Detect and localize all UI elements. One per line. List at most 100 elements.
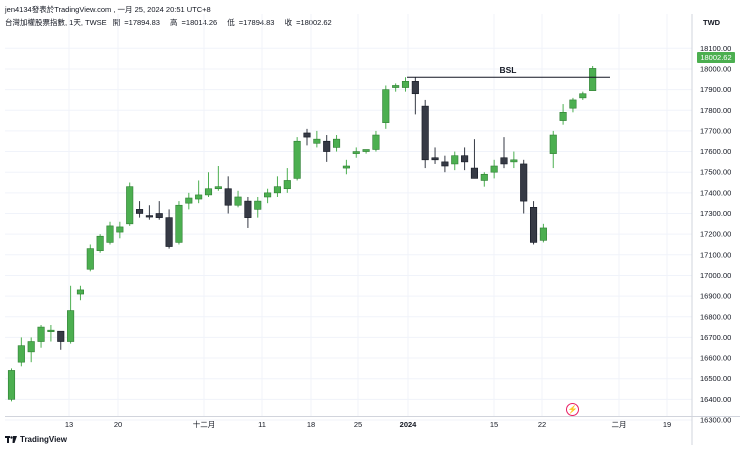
candle-body bbox=[195, 194, 203, 200]
tradingview-logo-icon bbox=[5, 436, 17, 443]
y-tick-label: 16500.00 bbox=[700, 374, 731, 383]
candle-body bbox=[500, 157, 508, 165]
candle-body bbox=[293, 140, 301, 179]
close-label: 收 bbox=[284, 18, 293, 27]
high-number: =18014.26 bbox=[181, 18, 218, 27]
candle-body bbox=[37, 326, 45, 342]
x-tick-label: 十二月 bbox=[193, 419, 216, 429]
lightning-icon[interactable]: ⚡ bbox=[566, 403, 579, 416]
x-tick-label: 18 bbox=[307, 420, 315, 429]
candle-body bbox=[145, 215, 153, 218]
x-tick-label: 13 bbox=[65, 420, 73, 429]
candle-body bbox=[539, 227, 547, 241]
candle-body bbox=[126, 186, 134, 225]
candle-body bbox=[86, 248, 94, 270]
symbol-ohlc-line: 台灣加權股票指數, 1天, TWSE 開 =17894.83 高 =18014.26… bbox=[5, 17, 340, 28]
candle-body bbox=[224, 188, 232, 206]
candle-body bbox=[569, 99, 577, 109]
last-price-badge: 18002.62 bbox=[697, 52, 735, 63]
open-label: 開 bbox=[112, 18, 121, 27]
x-tick-label: 15 bbox=[490, 420, 498, 429]
candle-body bbox=[342, 165, 350, 169]
candle-body bbox=[283, 180, 291, 190]
candle-body bbox=[401, 81, 410, 88]
candle-body bbox=[332, 138, 341, 148]
candle-body bbox=[549, 134, 557, 154]
candle-body bbox=[17, 345, 25, 363]
high-label: 高 bbox=[170, 18, 178, 27]
candle-body bbox=[254, 200, 262, 210]
candle-body bbox=[431, 157, 439, 161]
candle-body bbox=[313, 138, 321, 144]
x-tick-label: 22 bbox=[538, 420, 546, 429]
y-tick-label: 17400.00 bbox=[700, 188, 731, 197]
candle-body bbox=[392, 85, 400, 88]
y-tick-label: 16800.00 bbox=[700, 312, 731, 321]
candle-body bbox=[264, 192, 272, 198]
y-tick-label: 16400.00 bbox=[700, 395, 731, 404]
open-value: 開 =17894.83 bbox=[113, 18, 164, 27]
candle-body bbox=[362, 149, 370, 152]
candle-body bbox=[451, 155, 459, 165]
candle-body bbox=[165, 217, 173, 247]
x-tick-label: 二月 bbox=[612, 420, 627, 429]
y-tick-label: 17000.00 bbox=[700, 271, 731, 280]
candle-body bbox=[470, 167, 479, 179]
candle-body bbox=[372, 134, 380, 150]
candle-body bbox=[116, 226, 124, 233]
low-number: =17894.83 bbox=[238, 18, 275, 27]
candle-body bbox=[96, 235, 104, 251]
candle-body bbox=[7, 370, 16, 400]
candle-body bbox=[589, 68, 597, 91]
candle-body bbox=[579, 93, 587, 99]
y-tick-label: 17100.00 bbox=[700, 250, 731, 259]
low-value: 低 =17894.83 bbox=[227, 18, 278, 27]
bsl-label: BSL bbox=[500, 65, 517, 75]
tradingview-logo[interactable]: TradingView bbox=[5, 435, 67, 444]
candle-body bbox=[510, 159, 518, 163]
y-tick-label: 16700.00 bbox=[700, 333, 731, 342]
candle-body bbox=[234, 196, 242, 206]
candle-body bbox=[136, 209, 144, 214]
candle-body bbox=[520, 163, 528, 202]
candle-body bbox=[490, 165, 498, 173]
y-tick-label: 17700.00 bbox=[700, 126, 731, 135]
x-tick-label: 25 bbox=[354, 420, 362, 429]
x-tick-label: 20 bbox=[114, 420, 122, 429]
candle-body bbox=[27, 341, 35, 353]
candle-body bbox=[204, 188, 213, 196]
candle-body bbox=[480, 173, 488, 181]
candle-body bbox=[106, 225, 114, 243]
candle-body bbox=[352, 151, 360, 154]
candle-body bbox=[57, 330, 65, 342]
candle-body bbox=[273, 186, 282, 194]
y-tick-label: 17500.00 bbox=[700, 168, 731, 177]
candle-body bbox=[461, 155, 469, 163]
close-number: =18002.62 bbox=[296, 18, 332, 27]
y-tick-label: 17200.00 bbox=[700, 230, 731, 239]
candle-body bbox=[47, 329, 55, 332]
candle-body bbox=[323, 140, 331, 152]
candle-body bbox=[529, 207, 538, 243]
close-value: 收 =18002.62 bbox=[285, 18, 336, 27]
candle-body bbox=[244, 200, 252, 218]
candle-body bbox=[76, 289, 84, 295]
currency-label[interactable]: TWD bbox=[703, 18, 721, 27]
candle-body bbox=[441, 161, 449, 167]
tradingview-logo-text: TradingView bbox=[20, 435, 67, 444]
publish-info: jen4134發表於TradingView.com , 一月 25, 2024 … bbox=[5, 5, 211, 14]
candle-body bbox=[175, 204, 183, 243]
candle-body bbox=[421, 105, 429, 161]
y-tick-label: 18000.00 bbox=[700, 64, 731, 73]
y-tick-label: 16300.00 bbox=[700, 416, 731, 425]
candle-body bbox=[411, 81, 419, 95]
y-tick-label: 17600.00 bbox=[700, 147, 731, 156]
candle-body bbox=[382, 89, 390, 123]
open-number: =17894.83 bbox=[124, 18, 160, 27]
symbol-label: 台灣加權股票指數, 1天, TWSE bbox=[5, 18, 107, 27]
x-tick-label: 2024 bbox=[400, 420, 418, 429]
low-label: 低 bbox=[227, 18, 235, 27]
high-value: 高 =18014.26 bbox=[170, 18, 221, 27]
y-tick-label: 17300.00 bbox=[700, 209, 731, 218]
